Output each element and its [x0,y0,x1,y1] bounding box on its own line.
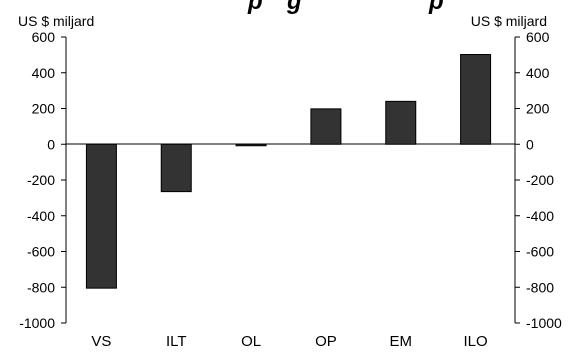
bar-op [310,108,342,145]
bar-vs [85,143,117,289]
left-tick-label: 400 [32,65,56,81]
category-label: VS [91,333,111,350]
category-label: OP [315,333,337,350]
right-tick-label: 0 [526,136,534,152]
category-labels: VS ILT OL OP EM ILO [91,333,487,350]
left-tick-label: 0 [47,136,55,152]
bar-em [385,100,417,145]
left-tick-label: -1000 [19,315,55,331]
y-unit-right: US $ miljard [471,13,547,29]
left-tick-label: -400 [27,208,55,224]
bar-ilo [460,54,492,145]
right-tick-label: 200 [526,101,550,117]
right-tick-label: 400 [526,65,550,81]
left-tick-label: 600 [32,29,56,45]
left-tick-label: -200 [27,172,55,188]
left-tick-label: 200 [32,101,56,117]
right-tick-label: -1000 [526,315,562,331]
bars [85,54,492,289]
category-label: ILT [166,333,187,350]
right-tick-label: -800 [526,279,554,295]
right-tick-label: -200 [526,172,554,188]
title-fragment: g [286,0,302,15]
right-tick-label: -400 [526,208,554,224]
category-label: OL [241,333,261,350]
category-label: ILO [463,333,487,350]
category-label: EM [390,333,413,350]
y-unit-left: US $ miljard [18,13,94,29]
title-fragment: p [428,0,444,15]
right-tick-label: -600 [526,244,554,260]
bar-ol [235,143,267,147]
title-fragment: p [247,0,263,15]
left-tick-label: -800 [27,279,55,295]
bar-ilt [160,143,192,193]
y-ticks: 600 600 400 400 200 200 0 0 -200 -200 -400 -400 -600… [19,29,562,331]
right-tick-label: 600 [526,29,550,45]
left-tick-label: -600 [27,244,55,260]
